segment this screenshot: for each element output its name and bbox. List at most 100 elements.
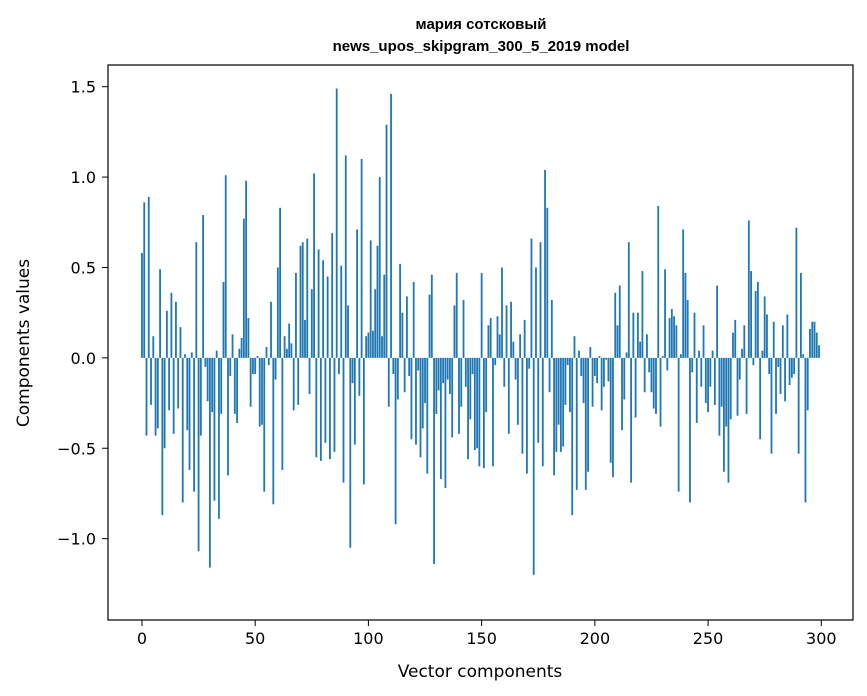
bar-246 — [698, 350, 700, 358]
bar-149 — [478, 357, 481, 467]
bar-198 — [589, 347, 592, 358]
bar-222 — [643, 357, 646, 393]
bar-52 — [258, 357, 261, 427]
bar-244 — [693, 312, 696, 358]
bar-112 — [394, 357, 397, 525]
bar-83 — [329, 357, 331, 460]
x-tick-label: 300 — [806, 629, 837, 648]
bar-280 — [775, 357, 777, 414]
y-tick-label: −0.5 — [57, 439, 96, 458]
bar-30 — [208, 357, 211, 568]
bar-116 — [403, 357, 406, 393]
bar-series — [141, 88, 820, 575]
bar-107 — [383, 274, 386, 358]
bar-259 — [727, 357, 730, 483]
bar-74 — [308, 357, 311, 395]
bar-20 — [186, 357, 189, 431]
chart-title: мария сотсковый — [416, 16, 547, 33]
bar-253 — [713, 357, 716, 405]
bar-59 — [274, 357, 277, 380]
bar-19 — [184, 354, 186, 358]
bar-161 — [505, 305, 508, 358]
bar-139 — [455, 272, 458, 358]
bar-42 — [236, 357, 238, 423]
bar-279 — [772, 321, 775, 358]
bar-283 — [781, 325, 784, 358]
x-tick-label: 250 — [693, 629, 724, 648]
bar-286 — [788, 357, 791, 385]
bar-196 — [584, 357, 587, 490]
bar-224 — [648, 357, 651, 373]
bar-179 — [546, 207, 549, 358]
bar-185 — [559, 357, 562, 452]
bar-168 — [521, 357, 524, 454]
bar-256 — [720, 357, 723, 407]
bar-10 — [163, 357, 166, 449]
bar-4 — [150, 357, 152, 405]
bar-187 — [564, 357, 567, 405]
bar-9 — [161, 357, 164, 516]
bar-28 — [204, 357, 207, 367]
bar-276 — [766, 314, 768, 358]
bar-230 — [661, 356, 664, 358]
bar-221 — [641, 271, 644, 358]
bar-201 — [596, 357, 599, 384]
bar-37 — [224, 175, 227, 358]
bar-157 — [496, 316, 499, 358]
bar-82 — [326, 276, 329, 358]
bar-294 — [806, 357, 809, 411]
bar-254 — [716, 285, 719, 358]
bar-88 — [340, 265, 343, 358]
bar-8 — [159, 269, 161, 358]
bar-226 — [652, 357, 655, 409]
bar-289 — [795, 227, 798, 358]
bar-89 — [342, 357, 345, 483]
bar-188 — [566, 357, 569, 366]
bar-124 — [421, 357, 424, 429]
bar-209 — [614, 292, 617, 358]
bar-125 — [424, 357, 426, 404]
bar-199 — [591, 357, 594, 407]
bar-63 — [283, 336, 286, 358]
bar-115 — [401, 312, 404, 358]
bar-132 — [439, 357, 442, 479]
bar-211 — [618, 285, 621, 358]
bar-162 — [507, 357, 510, 434]
bar-252 — [711, 350, 714, 358]
bar-284 — [784, 357, 786, 402]
y-tick-label: 1.5 — [71, 78, 96, 97]
bar-66 — [290, 343, 293, 358]
bar-212 — [621, 357, 623, 431]
bar-137 — [451, 357, 454, 438]
bar-218 — [634, 357, 637, 418]
bar-150 — [480, 272, 483, 358]
bar-278 — [770, 357, 773, 454]
bar-291 — [800, 272, 802, 358]
bar-215 — [627, 242, 630, 358]
bar-102 — [372, 330, 374, 358]
bar-213 — [623, 357, 626, 400]
bar-299 — [818, 345, 820, 358]
bar-118 — [408, 357, 411, 376]
bar-100 — [367, 332, 370, 358]
bar-142 — [462, 300, 465, 358]
bar-114 — [399, 263, 402, 358]
bar-85 — [333, 357, 336, 452]
bar-38 — [227, 357, 229, 476]
bar-69 — [297, 357, 300, 405]
bar-0 — [141, 253, 143, 358]
bar-103 — [374, 289, 377, 358]
bar-18 — [181, 357, 184, 503]
bar-255 — [718, 357, 721, 436]
bar-265 — [741, 348, 743, 358]
bar-173 — [532, 357, 535, 575]
bar-47 — [247, 318, 250, 358]
bar-282 — [779, 357, 782, 395]
bar-156 — [494, 357, 497, 366]
bar-190 — [571, 357, 574, 516]
bar-155 — [492, 357, 494, 467]
bar-290 — [797, 357, 800, 454]
bar-202 — [598, 356, 601, 358]
bar-27 — [202, 215, 205, 358]
